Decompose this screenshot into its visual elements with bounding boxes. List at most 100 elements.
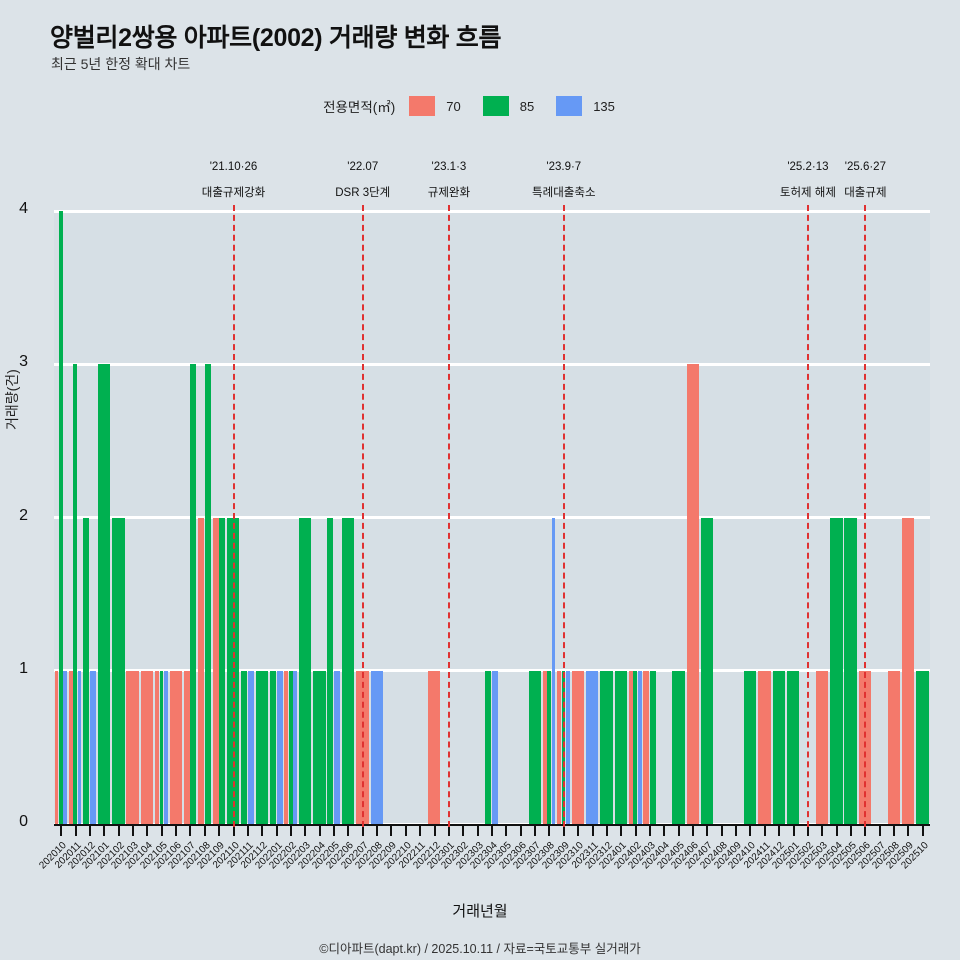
legend-entry-135[interactable]: 135 bbox=[556, 96, 615, 116]
event-date-202207: '22.07 bbox=[347, 161, 379, 173]
bar-202012-135[interactable] bbox=[89, 670, 96, 824]
bar-202010-135[interactable] bbox=[63, 670, 68, 824]
bar-202407-85[interactable] bbox=[700, 517, 714, 824]
bar-202304-135[interactable] bbox=[491, 670, 498, 824]
legend-entry-85[interactable]: 85 bbox=[482, 96, 534, 116]
bar-202201-85[interactable] bbox=[270, 670, 276, 824]
bar-202308-70[interactable] bbox=[542, 670, 547, 824]
bar-202309-135[interactable] bbox=[565, 670, 570, 824]
bar-group bbox=[284, 211, 298, 824]
bar-202205-85[interactable] bbox=[327, 517, 334, 824]
bar-202203-85[interactable] bbox=[298, 517, 312, 824]
event-line-202207 bbox=[361, 205, 364, 827]
bar-202403-70[interactable] bbox=[643, 670, 650, 824]
legend-label-135: 135 bbox=[593, 98, 615, 114]
bar-202501-85[interactable] bbox=[787, 670, 800, 824]
bar-202103-70[interactable] bbox=[126, 670, 139, 824]
bar-group bbox=[198, 211, 212, 824]
x-tick-202103 bbox=[131, 826, 134, 836]
footer-credit: ©디아파트(dapt.kr) / 2025.10.11 / 자료=국토교통부 실… bbox=[319, 942, 641, 956]
bar-202504-85[interactable] bbox=[830, 517, 843, 824]
bar-202105-135[interactable] bbox=[163, 670, 168, 824]
bar-group bbox=[686, 211, 700, 824]
bar-202401-85[interactable] bbox=[614, 670, 628, 824]
x-tick-202411 bbox=[763, 826, 766, 836]
bar-202205-135[interactable] bbox=[334, 670, 340, 824]
y-tick-label-4: 4 bbox=[19, 200, 28, 217]
bar-202109-85[interactable] bbox=[219, 517, 226, 824]
bar-202101-85[interactable] bbox=[97, 364, 111, 824]
bar-202112-85[interactable] bbox=[255, 670, 269, 824]
bar-202508-70[interactable] bbox=[887, 670, 900, 824]
legend-title: 전용면적(㎡) bbox=[323, 100, 396, 115]
bar-group bbox=[341, 211, 355, 824]
x-axis-line bbox=[54, 824, 930, 826]
y-axis-label: 거래량(건) bbox=[4, 369, 20, 430]
bar-202411-70[interactable] bbox=[758, 670, 771, 824]
bar-202104-70[interactable] bbox=[140, 670, 154, 824]
bar-202108-85[interactable] bbox=[204, 364, 211, 824]
bar-202204-85[interactable] bbox=[313, 670, 326, 824]
bar-202405-85[interactable] bbox=[672, 670, 685, 824]
legend-entry-70[interactable]: 70 bbox=[409, 96, 461, 116]
bar-202212-70[interactable] bbox=[428, 670, 441, 824]
bar-202109-70[interactable] bbox=[212, 517, 219, 824]
x-tick-202404 bbox=[663, 826, 666, 836]
bar-202111-135[interactable] bbox=[247, 670, 254, 824]
bar-group bbox=[155, 211, 169, 824]
x-tick-202507 bbox=[878, 826, 881, 836]
bar-202308-135[interactable] bbox=[551, 517, 556, 824]
legend-swatch-70 bbox=[409, 96, 436, 116]
bar-202304-85[interactable] bbox=[485, 670, 492, 824]
bar-202011-70[interactable] bbox=[69, 670, 73, 824]
bar-202312-85[interactable] bbox=[600, 670, 613, 824]
bar-202202-135[interactable] bbox=[293, 670, 297, 824]
bar-202510-85[interactable] bbox=[916, 670, 929, 824]
event-date-202506: '25.6·27 bbox=[844, 161, 886, 173]
bar-202102-85[interactable] bbox=[112, 517, 125, 824]
bar-202505-85[interactable] bbox=[844, 517, 857, 824]
bar-202402-70[interactable] bbox=[629, 670, 633, 824]
bar-202010-85[interactable] bbox=[59, 211, 63, 824]
bar-202310-70[interactable] bbox=[571, 670, 585, 824]
bar-202503-70[interactable] bbox=[815, 670, 829, 824]
bar-202202-85[interactable] bbox=[288, 670, 293, 824]
event-line-202110 bbox=[232, 205, 235, 827]
bar-202311-135[interactable] bbox=[585, 670, 599, 824]
x-tick-202205 bbox=[333, 826, 336, 836]
event-date-202502: '25.2·13 bbox=[787, 161, 829, 173]
x-tick-202503 bbox=[821, 826, 824, 836]
x-tick-202409 bbox=[735, 826, 738, 836]
bar-202206-85[interactable] bbox=[341, 517, 355, 824]
bar-202509-70[interactable] bbox=[901, 517, 915, 824]
bar-group bbox=[772, 211, 786, 824]
bar-202107-85[interactable] bbox=[190, 364, 197, 824]
bar-202012-85[interactable] bbox=[83, 517, 90, 824]
bar-202010-70[interactable] bbox=[54, 670, 59, 824]
bar-202108-70[interactable] bbox=[198, 517, 205, 824]
bar-202202-70[interactable] bbox=[284, 670, 289, 824]
x-tick-202202 bbox=[289, 826, 292, 836]
bar-202201-135[interactable] bbox=[276, 670, 283, 824]
x-tick-202402 bbox=[634, 826, 637, 836]
bar-202403-85[interactable] bbox=[649, 670, 656, 824]
x-tick-202504 bbox=[835, 826, 838, 836]
bar-202406-70[interactable] bbox=[686, 364, 699, 824]
bar-202105-70[interactable] bbox=[155, 670, 159, 824]
bar-202011-135[interactable] bbox=[77, 670, 82, 824]
bar-202309-70[interactable] bbox=[557, 670, 561, 824]
bar-202011-85[interactable] bbox=[73, 364, 78, 824]
bar-202412-85[interactable] bbox=[772, 670, 786, 824]
bar-202402-85[interactable] bbox=[633, 670, 638, 824]
bar-202106-70[interactable] bbox=[169, 670, 182, 824]
x-tick-202510 bbox=[921, 826, 924, 836]
bar-202410-85[interactable] bbox=[743, 670, 757, 824]
bar-202402-135[interactable] bbox=[637, 670, 642, 824]
bar-202111-85[interactable] bbox=[241, 670, 248, 824]
bar-202208-135[interactable] bbox=[370, 670, 384, 824]
bar-202105-85[interactable] bbox=[159, 670, 164, 824]
bar-202307-85[interactable] bbox=[528, 670, 541, 824]
bar-202308-85[interactable] bbox=[547, 670, 551, 824]
bar-202107-70[interactable] bbox=[183, 670, 190, 824]
gridline-3 bbox=[54, 362, 930, 366]
